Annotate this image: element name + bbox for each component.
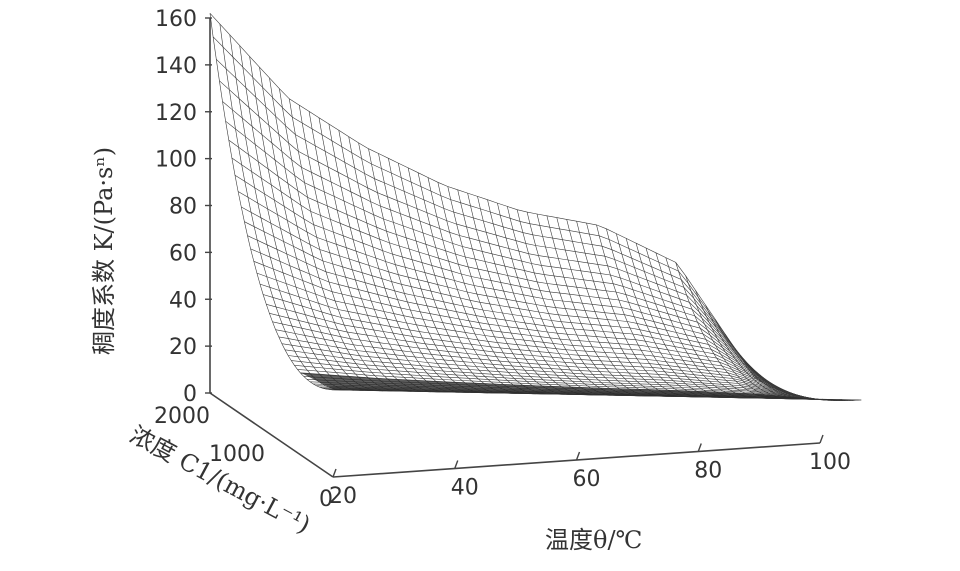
x-tick-label: 100	[809, 450, 851, 475]
mesh-line	[281, 343, 817, 400]
mesh-line	[259, 67, 383, 392]
mesh-line	[259, 283, 798, 397]
mesh-line	[378, 153, 498, 394]
mesh-line	[427, 177, 546, 395]
mesh-line	[219, 80, 764, 383]
x-tick-label: 20	[329, 484, 357, 509]
mesh-line	[275, 329, 811, 399]
mesh-line	[725, 334, 833, 400]
mesh-line	[272, 321, 809, 399]
dense-mesh-region	[300, 372, 862, 401]
mesh-line	[234, 174, 777, 390]
x-tick-label: 80	[694, 459, 722, 484]
mesh-line	[237, 191, 780, 391]
mesh-line	[284, 349, 819, 400]
y-tick-label: 0	[319, 487, 333, 512]
x-axis-ticks: 20 40 60 80 100	[329, 434, 851, 509]
z-tick-label: 40	[169, 288, 197, 313]
x-tick-mark	[332, 468, 337, 478]
mesh-line	[266, 304, 803, 398]
z-tick-label: 20	[169, 335, 197, 360]
y-axis-ticks: 0 1000 2000	[154, 404, 333, 512]
z-tick-label: 120	[155, 101, 197, 126]
mesh-line	[308, 111, 431, 393]
mesh-line	[256, 272, 795, 396]
y-axis-label: 浓度 C1/(mg·L⁻¹)	[125, 421, 315, 540]
x-tick-label: 40	[451, 476, 479, 501]
x-tick-mark	[454, 460, 459, 469]
mesh-line	[250, 248, 790, 394]
mesh-line	[222, 101, 766, 385]
mesh-line	[239, 45, 364, 391]
z-tick-label: 140	[155, 54, 197, 79]
z-axis-ticks: 0 20 40 60 80 100 120 140 160	[155, 7, 212, 407]
mesh-line	[241, 206, 782, 392]
x-tick-label: 60	[573, 467, 601, 492]
mesh-line	[269, 77, 393, 392]
z-tick-label: 0	[183, 382, 197, 407]
mesh-line	[278, 336, 814, 400]
mesh-line	[244, 221, 785, 393]
z-tick-label: 80	[169, 195, 197, 220]
surface-mesh	[209, 13, 862, 401]
mesh-line	[209, 13, 336, 391]
z-tick-label: 60	[169, 241, 197, 266]
mesh-line	[288, 355, 822, 401]
mesh-line	[231, 157, 774, 389]
mesh-line	[216, 59, 761, 382]
x-tick-mark	[697, 443, 702, 452]
mesh-line	[269, 313, 806, 398]
mesh-line	[209, 13, 756, 379]
mesh-line	[279, 88, 402, 392]
mesh-line	[247, 235, 788, 394]
mesh-line	[253, 261, 793, 395]
y-tick-label: 1000	[209, 442, 265, 467]
mesh-line	[212, 36, 758, 380]
x-axis-label: 温度θ/℃	[545, 526, 642, 554]
mesh-line	[263, 294, 801, 397]
mesh-line	[219, 24, 345, 391]
x-tick-mark	[819, 434, 824, 444]
mesh-line	[754, 377, 862, 401]
z-tick-label: 160	[155, 7, 197, 32]
mesh-line	[715, 319, 824, 400]
y-tick-label: 2000	[154, 404, 210, 429]
mesh-line	[294, 365, 827, 401]
mesh-line	[291, 360, 825, 401]
z-tick-label: 100	[155, 148, 197, 173]
mesh-line	[225, 120, 769, 386]
mesh-line	[229, 34, 355, 391]
z-axis-label: 稠度系数 K/(Pa·sⁿ)	[90, 147, 118, 355]
mesh-line	[556, 217, 670, 397]
mesh-line	[606, 228, 718, 398]
x-tick-mark	[575, 451, 581, 461]
mesh-line	[297, 369, 830, 401]
y-axis-line	[209, 392, 334, 478]
axes	[209, 18, 821, 478]
mesh-line	[228, 139, 772, 387]
